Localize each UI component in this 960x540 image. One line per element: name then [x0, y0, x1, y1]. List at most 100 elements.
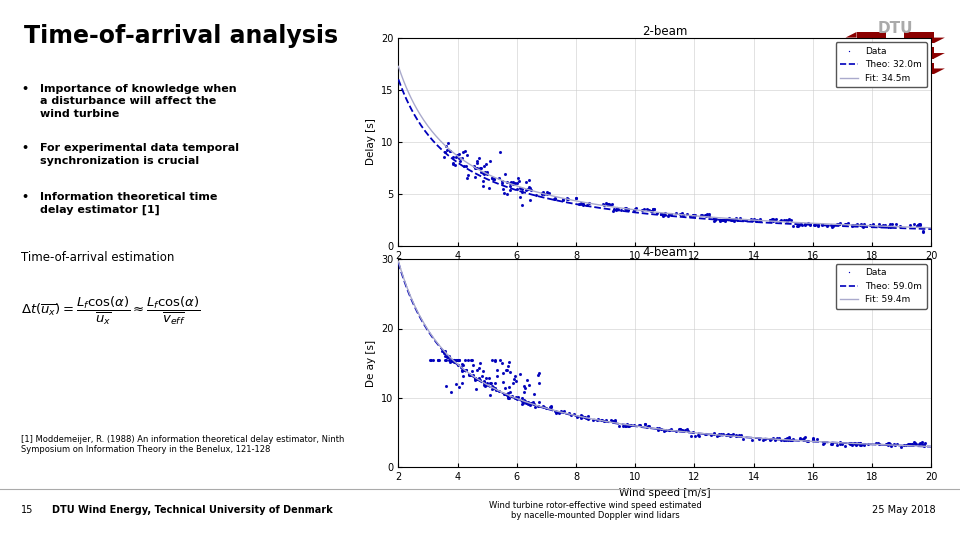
Point: [486, 174, 501, 183]
Point: [912, 220, 927, 228]
Point: [459, 366, 474, 374]
Bar: [886, 48, 904, 59]
Point: [502, 367, 517, 376]
Point: [446, 355, 462, 364]
Polygon shape: [934, 48, 945, 59]
Point: [717, 216, 732, 225]
Point: [687, 211, 703, 220]
Point: [733, 431, 749, 440]
Polygon shape: [846, 63, 856, 74]
Point: [803, 221, 818, 230]
Point: [640, 422, 656, 430]
Point: [627, 205, 642, 214]
Point: [801, 436, 816, 445]
Point: [495, 378, 511, 387]
Point: [458, 355, 473, 364]
Point: [643, 206, 659, 215]
Point: [465, 355, 480, 364]
Point: [901, 440, 917, 448]
Point: [476, 377, 492, 386]
Point: [746, 214, 761, 223]
Point: [455, 372, 470, 380]
Point: [623, 421, 638, 429]
Point: [543, 402, 559, 411]
Point: [849, 441, 864, 449]
Point: [908, 440, 924, 448]
Point: [537, 190, 552, 198]
Point: [438, 352, 453, 360]
Point: [615, 422, 631, 431]
Point: [598, 199, 613, 207]
Point: [784, 435, 800, 444]
Point: [486, 174, 501, 183]
Point: [724, 215, 739, 224]
Point: [446, 355, 462, 364]
Point: [865, 220, 880, 229]
Point: [462, 371, 477, 380]
Point: [439, 355, 454, 364]
Point: [447, 160, 463, 169]
Point: [513, 192, 528, 201]
Point: [834, 440, 850, 448]
Point: [657, 211, 672, 219]
Point: [656, 426, 671, 435]
Text: Information theoretical time
delay estimator [1]: Information theoretical time delay estim…: [40, 192, 218, 215]
Point: [457, 147, 472, 156]
Point: [579, 200, 594, 209]
Point: [611, 205, 626, 214]
Point: [722, 430, 737, 439]
Point: [810, 222, 826, 231]
Point: [473, 167, 489, 176]
Point: [502, 181, 517, 190]
Point: [609, 204, 624, 212]
Point: [911, 440, 926, 448]
Point: [672, 210, 687, 218]
Point: [432, 355, 447, 364]
Point: [457, 161, 472, 170]
Point: [499, 366, 515, 374]
Point: [653, 210, 668, 218]
Point: [573, 199, 588, 207]
Point: [685, 212, 701, 220]
Point: [803, 220, 818, 228]
Point: [547, 194, 563, 203]
Point: [468, 384, 484, 393]
Point: [522, 184, 538, 193]
Point: [663, 425, 679, 434]
Point: [871, 222, 886, 231]
Point: [476, 161, 492, 170]
Point: [577, 413, 592, 421]
Point: [487, 383, 502, 392]
Point: [508, 377, 523, 386]
Point: [502, 186, 517, 194]
Point: [475, 169, 491, 178]
Point: [860, 440, 876, 448]
Point: [881, 438, 897, 447]
Point: [448, 153, 464, 161]
Point: [862, 221, 877, 230]
Point: [471, 374, 487, 382]
Point: [785, 435, 801, 444]
Point: [468, 376, 483, 384]
Point: [805, 434, 821, 443]
Point: [536, 402, 551, 411]
Point: [469, 157, 485, 165]
Point: [765, 217, 780, 226]
Point: [483, 379, 498, 388]
Point: [485, 384, 500, 393]
Point: [780, 215, 796, 224]
Point: [728, 431, 743, 440]
Point: [515, 399, 530, 407]
Point: [645, 205, 660, 213]
Point: [685, 428, 701, 437]
Point: [437, 349, 452, 357]
Legend: Data, Theo: 32.0m, Fit: 34.5m: Data, Theo: 32.0m, Fit: 34.5m: [835, 42, 926, 87]
Point: [466, 162, 481, 171]
Point: [497, 389, 513, 398]
Point: [574, 411, 589, 420]
Point: [494, 177, 510, 186]
Point: [791, 222, 806, 231]
Point: [522, 401, 538, 409]
Point: [668, 208, 684, 217]
Point: [711, 431, 727, 440]
